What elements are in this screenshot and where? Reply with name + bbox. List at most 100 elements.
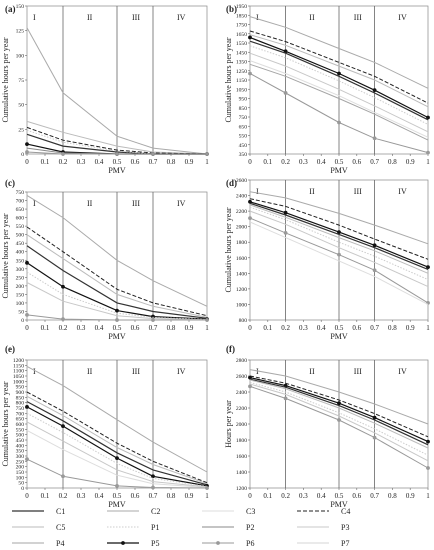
y-tick-label: 450 — [239, 143, 248, 149]
y-tick-label: 800 — [16, 401, 25, 407]
point-marker-P5 — [61, 424, 65, 429]
series-line-P1 — [249, 206, 429, 281]
y-tick-label: 350 — [239, 152, 248, 158]
y-tick-label: 750 — [16, 190, 25, 196]
series-line-P3 — [26, 282, 208, 321]
y-tick-label: 1800 — [236, 438, 247, 444]
point-marker-P5 — [151, 474, 155, 479]
legend-item-P5: P5 — [107, 539, 159, 548]
y-tick-label: 750 — [16, 406, 25, 412]
x-tick-label: 0.7 — [149, 492, 158, 500]
legend-label: P6 — [246, 539, 254, 548]
x-axis-title: PMV — [108, 166, 126, 175]
series-line-C5 — [249, 34, 429, 108]
x-tick-label: 1 — [426, 324, 430, 332]
point-marker-P6 — [205, 318, 209, 322]
y-tick-label: 2600 — [236, 178, 247, 184]
y-tick-label: 700 — [16, 199, 25, 205]
point-marker-P6 — [205, 486, 209, 490]
x-tick-label: 1 — [426, 492, 430, 500]
y-tick-label: 900 — [16, 390, 25, 396]
panel-e: (e)I II III IV05010015020025030035040045050… — [1, 344, 209, 509]
legend-item-C5: C5 — [12, 523, 65, 532]
x-tick-label: 0.7 — [149, 324, 158, 332]
point-marker-P6 — [372, 435, 377, 440]
series-line-C3 — [26, 429, 208, 488]
panel-label: (c) — [5, 178, 15, 188]
x-tick-label: 0.8 — [167, 158, 176, 166]
zone-label: IV — [398, 13, 407, 22]
legend-marker — [216, 541, 220, 545]
y-tick-label: 1400 — [236, 271, 247, 277]
series-line-C2 — [26, 194, 208, 307]
y-tick-label: 2600 — [236, 374, 247, 380]
y-tick-label: 1050 — [236, 87, 247, 93]
y-tick-label: 1100 — [13, 369, 24, 375]
x-tick-label: 0.7 — [370, 158, 379, 166]
x-tick-label: 0.6 — [352, 492, 361, 500]
x-tick-label: 0.8 — [167, 492, 176, 500]
point-marker-P5 — [151, 314, 155, 319]
y-tick-label: 400 — [16, 250, 25, 256]
legend-label: P7 — [341, 539, 349, 548]
series-line-P3 — [249, 210, 429, 288]
zone-label: III — [132, 13, 140, 22]
legend-item-P3: P3 — [297, 523, 349, 532]
point-marker-P6 — [283, 230, 288, 235]
x-tick-label: 0.7 — [370, 324, 379, 332]
y-tick-label: 450 — [16, 241, 25, 247]
y-tick-label: 2400 — [236, 194, 247, 200]
series-line-P1 — [26, 412, 208, 487]
x-tick-label: 0 — [25, 492, 29, 500]
x-tick-label: 0 — [25, 324, 29, 332]
zone-label: IV — [177, 199, 186, 208]
zone-label: IV — [177, 367, 186, 376]
x-axis-title: PMV — [108, 332, 126, 341]
x-tick-label: 0.6 — [352, 324, 361, 332]
zone-label: I — [33, 199, 36, 208]
zone-label: III — [354, 13, 362, 22]
zone-label: IV — [177, 13, 186, 22]
y-tick-label: 1600 — [236, 256, 247, 262]
panel-f: (f)I II III IV12001400160018002000220024002… — [224, 344, 430, 509]
x-tick-label: 0.9 — [185, 324, 194, 332]
y-tick-label: 350 — [16, 258, 25, 264]
zone-label: III — [132, 199, 140, 208]
point-marker-P6 — [151, 318, 155, 322]
panel-c: (c)I II III IV05010015020025030035040045050… — [1, 178, 209, 341]
point-marker-P5 — [337, 230, 341, 235]
y-tick-label: 1600 — [236, 454, 247, 460]
panel-label: (a) — [5, 4, 16, 14]
y-tick-label: 600 — [16, 422, 25, 428]
y-tick-label: 0 — [21, 486, 24, 492]
series-line-C3 — [249, 60, 429, 138]
x-tick-label: 0.5 — [335, 492, 344, 500]
point-marker-P6 — [151, 152, 155, 156]
panel-label: (e) — [5, 344, 15, 354]
legend-label: P5 — [151, 539, 159, 548]
series-line-C1 — [26, 401, 208, 486]
panel-label: (f) — [226, 344, 235, 354]
x-tick-label: 1 — [205, 158, 209, 166]
y-tick-label: 1850 — [236, 13, 247, 19]
zone-label: IV — [398, 187, 407, 196]
x-tick-label: 0.4 — [95, 324, 104, 332]
y-tick-label: 500 — [16, 433, 25, 439]
series-line-P1 — [249, 381, 429, 456]
x-tick-label: 0.5 — [113, 324, 122, 332]
y-tick-label: 650 — [239, 124, 248, 130]
point-marker-P6 — [115, 152, 119, 156]
point-marker-P6 — [372, 136, 377, 141]
y-axis-title: Cumulative hours per year — [224, 207, 233, 292]
series-line-C4 — [26, 226, 208, 317]
x-tick-label: 0.1 — [263, 324, 272, 332]
x-tick-label: 0.3 — [299, 158, 308, 166]
point-marker-P5 — [248, 35, 252, 40]
point-marker-P6 — [25, 150, 29, 154]
legend-item-P7: P7 — [297, 539, 349, 548]
zone-label: I — [256, 13, 259, 22]
zone-label: II — [87, 199, 93, 208]
y-tick-label: 750 — [239, 115, 248, 121]
point-marker-P5 — [25, 142, 29, 147]
